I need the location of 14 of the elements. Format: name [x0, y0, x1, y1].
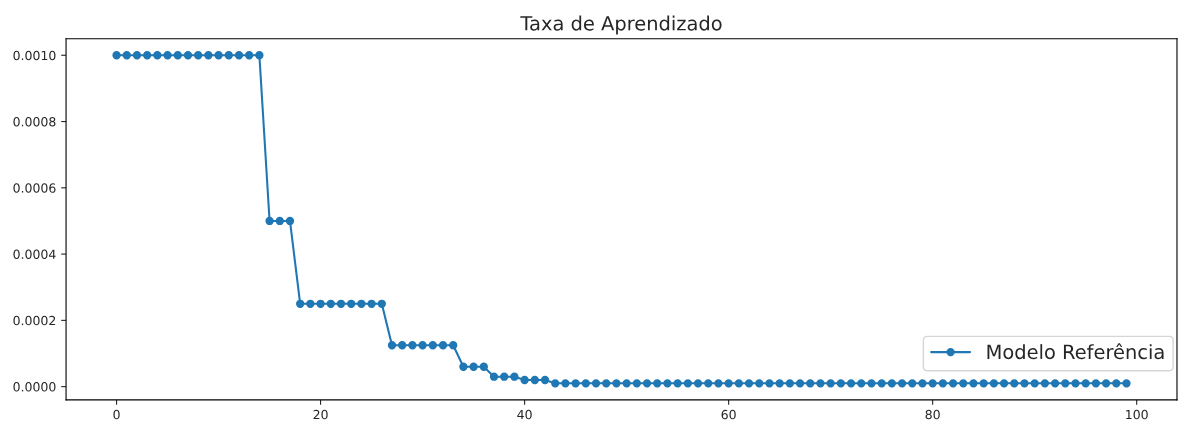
- x-tick-label: 0: [113, 409, 120, 420]
- y-tick-label: 0.0000: [13, 382, 56, 392]
- y-tick-label: 0.0010: [13, 50, 56, 61]
- x-tick-label: 40: [517, 409, 532, 420]
- x-tick-label: 20: [313, 409, 328, 420]
- y-tick-label: 0.0004: [13, 249, 56, 260]
- y-tick-label: 0.0006: [13, 183, 56, 193]
- legend-label: Modelo Referência: [987, 343, 1164, 360]
- x-tick-label: 80: [925, 409, 940, 420]
- chart-title: Taxa de Aprendizado: [520, 15, 722, 35]
- y-tick-label: 0.0002: [13, 315, 56, 326]
- x-tick-label: 60: [721, 409, 736, 420]
- x-tick-label: 100: [1126, 409, 1148, 420]
- y-tick-label: 0.0008: [13, 117, 56, 127]
